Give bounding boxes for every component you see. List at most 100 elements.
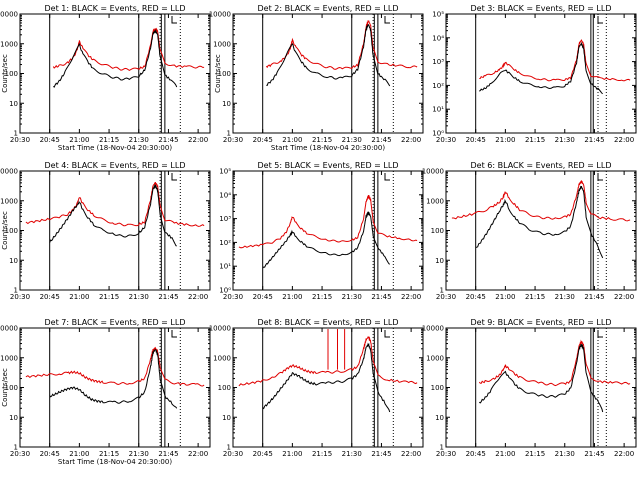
y-tick-label: 10000 bbox=[0, 11, 18, 19]
y-tick-label: 1000 bbox=[426, 354, 444, 362]
y-axis-label: Counts/sec bbox=[1, 211, 9, 250]
x-tick-label: 21:30 bbox=[555, 293, 575, 301]
y-tick-label: 10000 bbox=[0, 168, 18, 176]
x-tick-label: 22:00 bbox=[401, 136, 421, 144]
plot-frame bbox=[232, 13, 424, 134]
x-tick-label: 21:30 bbox=[342, 136, 362, 144]
x-tick-label: 22:00 bbox=[188, 293, 208, 301]
x-tick-label: 22:00 bbox=[614, 293, 634, 301]
corner-bracket-mark bbox=[384, 173, 390, 181]
x-tick-label: 22:00 bbox=[614, 136, 634, 144]
events-series-line bbox=[266, 23, 391, 87]
x-tick-label: 20:45 bbox=[253, 450, 273, 458]
x-tick-label: 20:45 bbox=[466, 136, 486, 144]
x-tick-label: 20:30 bbox=[436, 136, 456, 144]
y-axis-label: Counts/sec bbox=[214, 54, 222, 93]
y-tick-label: 1000 bbox=[213, 40, 231, 48]
x-tick-label: 20:45 bbox=[40, 293, 60, 301]
lld-series-line bbox=[479, 39, 631, 82]
x-tick-label: 22:00 bbox=[614, 450, 634, 458]
x-tick-label: 21:00 bbox=[282, 450, 302, 458]
x-tick-label: 21:30 bbox=[555, 450, 575, 458]
plot-frame bbox=[19, 327, 211, 448]
events-series-line bbox=[262, 342, 391, 413]
y-tick-label: 100 bbox=[5, 70, 18, 78]
y-tick-label: 100 bbox=[218, 384, 231, 392]
x-tick-label: 22:00 bbox=[401, 450, 421, 458]
y-tick-label: 10 bbox=[9, 414, 18, 422]
chart-title: Det 7: BLACK = Events, RED = LLD bbox=[45, 318, 186, 327]
chart-title: Det 1: BLACK = Events, RED = LLD bbox=[45, 4, 186, 13]
x-tick-label: 20:30 bbox=[10, 293, 30, 301]
chart-panel-det-2: Det 2: BLACK = Events, RED = LLD 1 10 100 10… bbox=[209, 4, 424, 152]
y-tick-label: 10¹ bbox=[219, 263, 231, 271]
x-tick-label: 21:30 bbox=[342, 450, 362, 458]
y-tick-label: 10³ bbox=[432, 58, 444, 66]
y-tick-label: 100 bbox=[431, 384, 444, 392]
x-tick-label: 21:00 bbox=[69, 293, 89, 301]
y-tick-label: 10 bbox=[435, 414, 444, 422]
x-tick-label: 21:45 bbox=[371, 136, 391, 144]
chart-panel-det-7: Det 7: BLACK = Events, RED = LLD 1 10 100 10… bbox=[0, 318, 211, 466]
events-series-line bbox=[49, 349, 178, 409]
x-axis-label: Start Time (18-Nov-04 20:30:00) bbox=[58, 458, 172, 466]
y-tick-label: 100 bbox=[218, 70, 231, 78]
x-tick-label: 21:45 bbox=[371, 293, 391, 301]
y-tick-label: 10² bbox=[219, 239, 231, 247]
y-tick-label: 1 bbox=[14, 444, 18, 452]
x-tick-label: 21:15 bbox=[525, 450, 545, 458]
x-tick-label: 21:00 bbox=[282, 293, 302, 301]
events-series-line bbox=[52, 29, 178, 88]
y-tick-label: 10000 bbox=[0, 325, 18, 333]
x-tick-label: 20:30 bbox=[10, 450, 30, 458]
lld-series-line bbox=[238, 194, 418, 249]
corner-bracket-mark bbox=[597, 330, 603, 338]
y-tick-label: 1000 bbox=[0, 197, 18, 205]
lld-series-line bbox=[25, 181, 205, 227]
corner-bracket-mark bbox=[597, 173, 603, 181]
x-tick-label: 21:00 bbox=[69, 450, 89, 458]
x-axis-label: Start Time (18-Nov-04 20:30:00) bbox=[58, 144, 172, 152]
y-tick-label: 10³ bbox=[219, 215, 231, 223]
x-tick-label: 21:45 bbox=[584, 293, 604, 301]
plot-frame bbox=[445, 170, 637, 291]
x-tick-label: 21:45 bbox=[371, 450, 391, 458]
chart-panel-det-6: Det 6: BLACK = Events, RED = LLD 1 10 100 10… bbox=[422, 161, 637, 301]
lld-series-line bbox=[25, 346, 205, 387]
x-tick-label: 20:30 bbox=[436, 450, 456, 458]
corner-bracket-mark bbox=[384, 330, 390, 338]
x-tick-label: 20:45 bbox=[40, 136, 60, 144]
lld-series-line bbox=[52, 27, 205, 71]
lld-series-line bbox=[238, 336, 418, 387]
y-axis-label: Counts/sec bbox=[1, 368, 9, 407]
x-tick-label: 21:15 bbox=[99, 293, 119, 301]
plot-frame bbox=[232, 170, 424, 291]
lld-series-line bbox=[451, 180, 631, 222]
x-tick-label: 22:00 bbox=[188, 450, 208, 458]
y-tick-label: 1 bbox=[227, 444, 231, 452]
y-tick-label: 10⁰ bbox=[219, 287, 231, 295]
x-tick-label: 21:45 bbox=[584, 136, 604, 144]
x-tick-label: 21:30 bbox=[555, 136, 575, 144]
chart-title: Det 6: BLACK = Events, RED = LLD bbox=[471, 161, 612, 170]
x-tick-label: 20:30 bbox=[223, 293, 243, 301]
lld-series-line bbox=[265, 20, 418, 70]
x-tick-label: 21:00 bbox=[69, 136, 89, 144]
chart-panel-det-9: Det 9: BLACK = Events, RED = LLD 1 10 100 10… bbox=[422, 318, 637, 458]
y-tick-label: 10 bbox=[435, 257, 444, 265]
y-tick-label: 10⁴ bbox=[432, 34, 444, 42]
chart-title: Det 9: BLACK = Events, RED = LLD bbox=[471, 318, 612, 327]
y-tick-label: 1000 bbox=[0, 40, 18, 48]
x-tick-label: 21:30 bbox=[342, 293, 362, 301]
y-tick-label: 100 bbox=[5, 384, 18, 392]
y-tick-label: 10000 bbox=[422, 325, 444, 333]
x-tick-label: 21:45 bbox=[158, 136, 178, 144]
x-tick-label: 21:30 bbox=[129, 450, 149, 458]
chart-title: Det 2: BLACK = Events, RED = LLD bbox=[258, 4, 399, 13]
chart-panel-det-1: Det 1: BLACK = Events, RED = LLD 1 10 100 10… bbox=[0, 4, 211, 152]
plot-frame bbox=[445, 327, 637, 448]
corner-bracket-mark bbox=[171, 330, 177, 338]
x-tick-label: 21:15 bbox=[99, 136, 119, 144]
y-axis-label: Counts/sec bbox=[1, 54, 9, 93]
y-tick-label: 10¹ bbox=[432, 106, 444, 114]
